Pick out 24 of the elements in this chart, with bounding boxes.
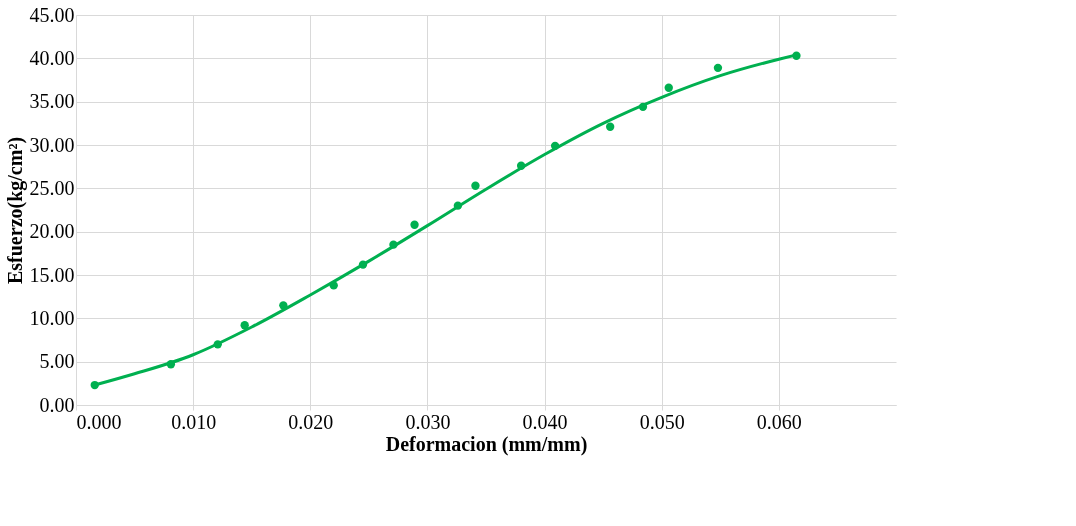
point: [605, 122, 615, 131]
y-tick-label: 10.00: [29, 306, 75, 329]
x-tick-label: 0.010: [171, 410, 217, 433]
y-axis-title: Esfuerzo(kg/cm²): [3, 136, 27, 285]
x-axis-title: Deformacion (mm/mm): [385, 432, 588, 456]
y-tick-label: 0.00: [39, 393, 75, 416]
x-tick-label: 0.040: [522, 410, 568, 433]
x-tick-label: 0.000: [76, 410, 122, 433]
x-tick-label: 0.030: [405, 410, 451, 433]
x-tick-label: 0.060: [756, 410, 802, 433]
y-tick-label: 20.00: [29, 220, 75, 243]
point: [664, 83, 673, 92]
point: [471, 181, 480, 190]
y-tick-label: 15.00: [29, 263, 75, 286]
y-tick-label: 5.00: [39, 350, 75, 373]
point: [713, 63, 723, 73]
y-tick-label: 45.00: [29, 3, 75, 26]
point: [410, 220, 419, 229]
y-tick-label: 40.00: [29, 46, 75, 69]
x-tick-label: 0.020: [288, 410, 334, 433]
y-tick-label: 25.00: [29, 176, 75, 199]
y-tick-label: 35.00: [29, 90, 75, 113]
x-tick-label: 0.050: [639, 410, 685, 433]
y-tick-label: 30.00: [29, 133, 75, 156]
